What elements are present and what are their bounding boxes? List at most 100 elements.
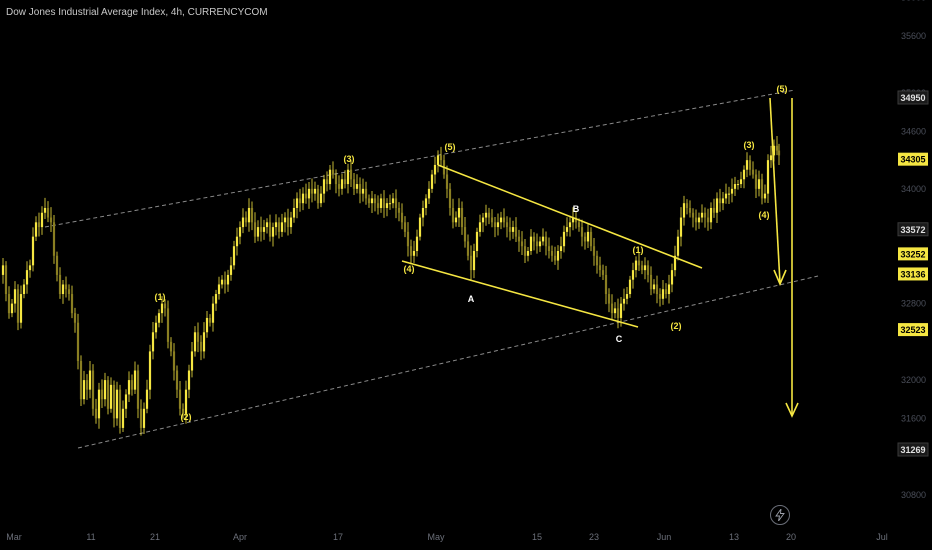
candle-body: [64, 284, 68, 290]
candles: [1, 135, 781, 436]
candle-body: [673, 255, 677, 271]
price-tag-label: 32523: [900, 325, 925, 335]
candle-body: [127, 380, 131, 395]
candle-body: [310, 188, 314, 194]
candle-body: [61, 284, 65, 295]
candle-body: [493, 222, 497, 228]
candle-body: [301, 193, 305, 204]
candle-body: [634, 260, 638, 271]
candle-body: [112, 384, 116, 419]
candle-body: [286, 217, 290, 228]
candle-body: [145, 389, 149, 409]
wave-label: (2): [671, 321, 682, 331]
candle-body: [556, 251, 560, 261]
abc-wave-labels: A B C: [468, 204, 623, 344]
candle-body: [79, 360, 83, 400]
candle-body: [319, 193, 323, 204]
flash-icon[interactable]: [770, 505, 790, 525]
wedge-upper-line[interactable]: [437, 164, 703, 269]
candle-body: [436, 155, 440, 165]
candle-body: [328, 169, 332, 185]
candle-body: [478, 222, 482, 232]
wave-label: (1): [633, 245, 644, 255]
wedge-lower-line[interactable]: [401, 260, 639, 328]
candle-body: [589, 231, 593, 247]
candle-body: [265, 222, 269, 228]
candle-body: [514, 227, 518, 237]
candle-body: [658, 294, 662, 299]
price-tag: [898, 152, 928, 166]
candle-body: [331, 169, 335, 175]
candle-body: [157, 313, 161, 323]
candle-body: [661, 289, 665, 299]
candle-body: [553, 255, 557, 261]
candle-body: [433, 164, 437, 175]
candle-body: [727, 193, 731, 195]
price-tick-label: 30800: [901, 490, 926, 500]
channel-upper-line[interactable]: [44, 89, 796, 228]
candle-body: [229, 265, 233, 275]
candle-body: [151, 332, 155, 352]
candle-body: [562, 231, 566, 247]
candle-body: [19, 294, 23, 323]
candle-body: [655, 284, 659, 295]
candle-body: [754, 174, 758, 189]
candle-body: [568, 222, 572, 228]
candle-body: [481, 217, 485, 223]
wave-label-abc: A: [468, 294, 475, 304]
candle-body: [388, 203, 392, 205]
candle-body: [646, 265, 650, 275]
candle-body: [445, 174, 449, 189]
wave-label: (2): [181, 412, 192, 422]
candle-body: [166, 308, 170, 342]
candle-body: [160, 303, 164, 314]
candle-body: [337, 184, 341, 189]
wave-label: (3): [344, 154, 355, 164]
candle-body: [463, 227, 467, 242]
candle-body: [190, 351, 194, 371]
candle-body: [667, 284, 671, 295]
wave-label: (3): [744, 140, 755, 150]
candle-body: [685, 203, 689, 208]
candle-body: [670, 270, 674, 285]
price-tick-label: 32000: [901, 375, 926, 385]
candle-body: [202, 332, 206, 352]
candle-body: [238, 227, 242, 237]
candle-body: [763, 193, 767, 199]
candle-body: [307, 188, 311, 199]
candle-body: [262, 227, 266, 232]
candle-body: [370, 198, 374, 204]
candle-body: [268, 222, 272, 237]
candle-body: [13, 289, 17, 304]
candle-body: [757, 179, 761, 189]
candle-body: [592, 246, 596, 256]
wave-label: (4): [759, 210, 770, 220]
candle-body: [484, 212, 488, 218]
candle-body: [421, 207, 425, 218]
candle-body: [340, 179, 344, 189]
candle-body: [253, 222, 257, 237]
candle-body: [508, 227, 512, 232]
candle-body: [256, 227, 260, 237]
candle-body: [460, 207, 464, 228]
projection-arrow-long-head: [785, 402, 799, 418]
candle-body: [700, 212, 704, 218]
candle-body: [163, 303, 167, 309]
price-tag-label: 31269: [900, 445, 925, 455]
candle-body: [742, 169, 746, 180]
candle-body: [748, 160, 752, 170]
candle-body: [106, 380, 110, 409]
candle-body: [355, 184, 359, 189]
candle-body: [577, 222, 581, 228]
time-axis[interactable]: Mar 11 21 Apr 17 May 15 23 Jun 13 20 Jul: [6, 532, 888, 542]
projection-arrow-short[interactable]: [769, 97, 781, 284]
candle-body: [283, 217, 287, 223]
price-tick-label: 34000: [901, 184, 926, 194]
candle-body: [622, 298, 626, 304]
candle-body: [316, 188, 320, 204]
candle-body: [580, 227, 584, 237]
candle-body: [139, 408, 143, 428]
candle-body: [217, 284, 221, 295]
channel-lower-line[interactable]: [77, 275, 819, 449]
